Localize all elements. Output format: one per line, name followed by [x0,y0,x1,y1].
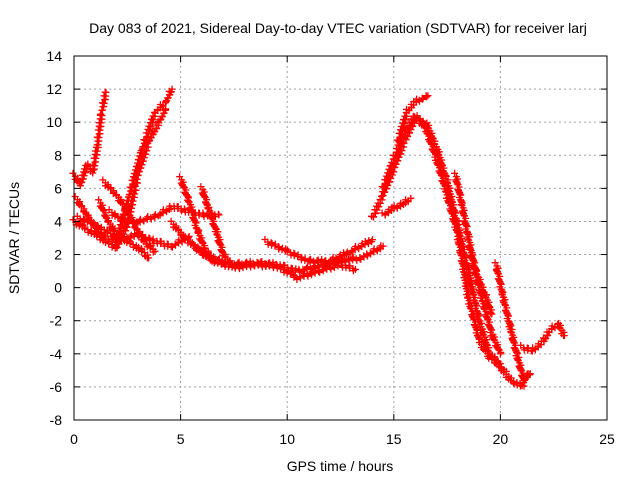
y-tick-label: 10 [46,114,62,130]
y-axis-label: SDTVAR / TECUs [6,182,22,294]
marker-trail [73,212,193,251]
marker-trail [378,112,504,368]
axis-ticks: 0 5 10 15 20 25 -8 -6 -4 -2 0 2 4 6 8 10 12 14 [46,48,615,447]
y-tick-label: 14 [46,48,62,64]
y-tick-label: 2 [54,247,62,263]
x-tick-label: 0 [70,431,78,447]
marker-trail [71,85,176,246]
y-tick-label: -4 [50,346,63,362]
series-track-l [261,236,376,267]
marker-trail [491,259,534,384]
plot-frame [73,55,608,421]
marker-trail [393,92,432,145]
marker-trail [517,319,568,355]
x-tick-label: 15 [386,431,402,447]
series-track-i [197,183,236,268]
data-points [69,85,568,390]
series-track-c [71,85,176,246]
series-track-o [393,92,432,145]
series-track-t [517,319,568,355]
y-tick-label: 0 [54,280,62,296]
marker-trail [261,236,376,267]
marker-trail [197,183,236,268]
marker-trail [378,194,415,219]
marker-trail [188,239,359,283]
x-tick-label: 25 [599,431,615,447]
series-track-n [378,112,504,368]
y-tick-label: -2 [50,313,63,329]
series-track-a [69,88,110,190]
series-track-q [466,245,496,318]
chart-title: Day 083 of 2021, Sidereal Day-to-day VTE… [89,20,587,36]
y-tick-label: 12 [46,81,62,97]
x-tick-label: 5 [177,431,185,447]
y-tick-label: -6 [50,379,63,395]
marker-trail [466,245,496,318]
series-track-k [188,239,359,283]
x-tick-label: 20 [493,431,509,447]
marker-trail [69,88,110,190]
y-tick-label: 6 [54,180,62,196]
x-tick-label: 10 [279,431,295,447]
x-axis-label: GPS time / hours [287,458,394,474]
series-track-f [73,212,193,251]
y-tick-label: 4 [54,213,62,229]
y-tick-label: -8 [50,412,63,428]
series-track-s [378,194,415,219]
y-tick-label: 8 [54,147,62,163]
series-track-r [491,259,534,384]
